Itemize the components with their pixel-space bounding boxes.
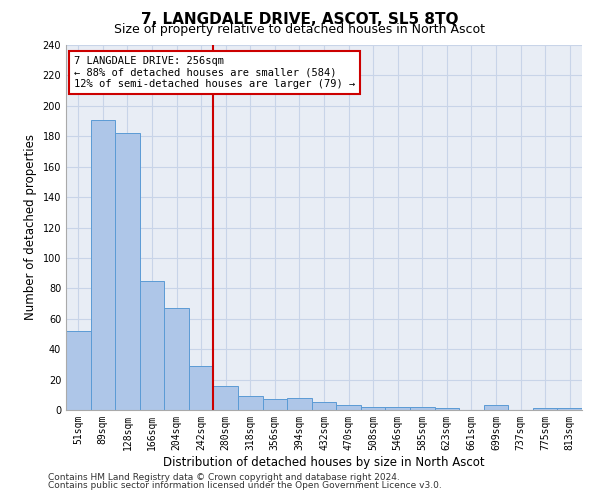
Bar xyxy=(164,308,189,410)
Bar xyxy=(263,400,287,410)
Bar xyxy=(66,331,91,410)
Text: 7, LANGDALE DRIVE, ASCOT, SL5 8TQ: 7, LANGDALE DRIVE, ASCOT, SL5 8TQ xyxy=(141,12,459,28)
Bar xyxy=(385,407,410,410)
Bar xyxy=(484,406,508,410)
Bar xyxy=(312,402,336,410)
Bar xyxy=(361,407,385,410)
Bar xyxy=(238,396,263,410)
Bar xyxy=(336,406,361,410)
Bar xyxy=(115,133,140,410)
Bar xyxy=(533,408,557,410)
Bar xyxy=(189,366,214,410)
Y-axis label: Number of detached properties: Number of detached properties xyxy=(24,134,37,320)
Bar xyxy=(557,408,582,410)
Bar xyxy=(214,386,238,410)
Text: 7 LANGDALE DRIVE: 256sqm
← 88% of detached houses are smaller (584)
12% of semi-: 7 LANGDALE DRIVE: 256sqm ← 88% of detach… xyxy=(74,56,355,89)
Bar xyxy=(91,120,115,410)
Text: Contains HM Land Registry data © Crown copyright and database right 2024.: Contains HM Land Registry data © Crown c… xyxy=(48,473,400,482)
Bar xyxy=(140,280,164,410)
Text: Size of property relative to detached houses in North Ascot: Size of property relative to detached ho… xyxy=(115,22,485,36)
Bar xyxy=(434,408,459,410)
Bar xyxy=(410,407,434,410)
X-axis label: Distribution of detached houses by size in North Ascot: Distribution of detached houses by size … xyxy=(163,456,485,468)
Text: Contains public sector information licensed under the Open Government Licence v3: Contains public sector information licen… xyxy=(48,480,442,490)
Bar xyxy=(287,398,312,410)
